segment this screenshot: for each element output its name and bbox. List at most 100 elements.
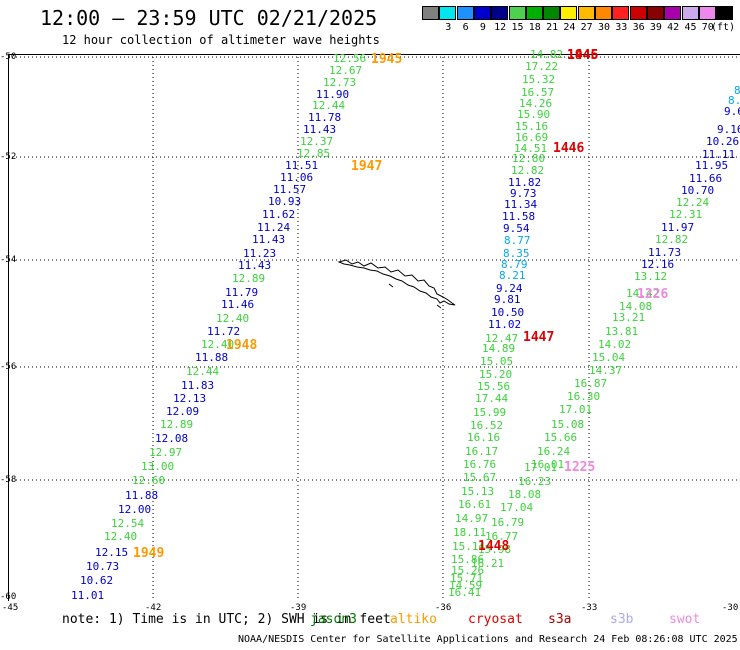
south-georgia-island <box>337 259 456 306</box>
scale-label: 9 <box>479 22 486 33</box>
wave-height-reading: 11.78 <box>308 111 342 124</box>
pass-label: 1226 <box>637 287 669 302</box>
scale-swatch <box>716 6 734 20</box>
wave-height-reading: 11.83 <box>181 379 215 392</box>
wave-height-reading: 12.85 <box>297 147 331 160</box>
scale-swatch <box>473 6 491 20</box>
lon-label: -45 <box>2 603 19 613</box>
wave-height-reading: 16.23 <box>518 475 552 488</box>
wave-height-reading: 10.50 <box>491 306 525 319</box>
wave-height-reading: 10.70 <box>681 184 715 197</box>
wave-height-reading: 11.51 <box>285 159 319 172</box>
wave-height-reading: 11.97 <box>661 221 695 234</box>
lat-label: -58 <box>0 475 17 485</box>
legend-s3b: s3b <box>610 612 634 627</box>
wave-height-reading: 15.99 <box>473 406 507 419</box>
wave-height-reading: 14.59 <box>449 579 483 592</box>
scale-label: 24 <box>563 22 576 33</box>
wave-height-reading: 16.21 <box>471 557 505 570</box>
wave-height-reading: 12.15 <box>95 546 129 559</box>
wave-height-reading: 17.01 <box>559 403 593 416</box>
wave-height-reading: 14.51 <box>514 142 548 155</box>
scale-label: 30 <box>597 22 611 33</box>
wave-height-reading: 15.26 <box>451 564 485 577</box>
wave-height-reading: 11.62 <box>262 208 296 221</box>
wave-height-reading: 16.61 <box>458 498 492 511</box>
legend-jason3: jason3 <box>310 612 357 627</box>
wave-height-reading: 17.44 <box>475 392 509 405</box>
wave-height-reading: 8.79 <box>501 258 528 271</box>
wave-height-reading: 12.60 <box>132 474 166 487</box>
scale-swatch <box>681 6 699 20</box>
wave-height-reading: 15.71 <box>450 572 484 585</box>
wave-height-reading: 15.98 <box>478 543 512 556</box>
wave-height-reading: 9.54 <box>503 222 530 235</box>
wave-height-reading: 11.66 <box>689 172 723 185</box>
wave-height-reading: 13.00 <box>141 460 175 473</box>
wave-height-reading: 8.77 <box>504 234 531 247</box>
scale-label: 12 <box>494 22 507 33</box>
scale-unit-label: (ft) <box>710 22 736 33</box>
wave-height-reading: 11.34 <box>504 198 538 211</box>
wave-height-reading: 12.82 <box>655 233 689 246</box>
wave-height-reading: 11.43 <box>252 233 286 246</box>
wave-height-reading: 15.04 <box>592 351 626 364</box>
wave-height-reading: 11.11 <box>702 148 736 161</box>
wave-height-reading: 15.05 <box>480 355 514 368</box>
lon-label: -30 <box>722 603 739 613</box>
wave-height-reading: 10.93 <box>268 195 302 208</box>
wave-height-reading: 12.82 <box>511 164 545 177</box>
wave-height-reading: 12.47 <box>485 332 519 345</box>
wave-height-reading: 14.97 <box>455 512 489 525</box>
scale-swatch <box>595 6 612 20</box>
wave-height-reading: 17.01 <box>524 461 558 474</box>
wave-height-reading: 11.58 <box>502 210 536 223</box>
pass-label: 1946 <box>567 48 599 63</box>
wave-height-reading: 18.11 <box>453 526 487 539</box>
wave-height-reading: 11.02 <box>488 318 522 331</box>
wave-height-reading: 11.88 <box>195 351 229 364</box>
wave-height-reading: 12.37 <box>300 135 334 148</box>
pass-label: 1945 <box>371 52 403 67</box>
scale-swatch <box>560 6 578 20</box>
graticule <box>8 56 740 600</box>
wave-height-reading: 16.69 <box>515 131 549 144</box>
wave-height-reading: 16.76 <box>463 458 497 471</box>
wave-height-reading: 12.40 <box>201 338 235 351</box>
lon-label: -33 <box>581 603 598 613</box>
pass-label: 1448 <box>478 539 510 554</box>
wave-height-reading: 15.13 <box>461 485 495 498</box>
wave-height-reading: 14.08 <box>619 300 653 313</box>
scale-swatch <box>664 6 682 20</box>
wave-height-reading: 12.73 <box>323 76 357 89</box>
wave-height-reading: 11.73 <box>648 246 682 259</box>
wave-height-reading: 13.81 <box>605 325 639 338</box>
pass-label: 1445 <box>567 48 599 63</box>
wave-height-reading: 10.73 <box>86 560 120 573</box>
scale-swatch <box>508 6 526 20</box>
wave-height-reading: 8. <box>728 94 740 107</box>
wave-height-reading: 15.32 <box>522 73 556 86</box>
wave-height-reading: 16.79 <box>491 516 525 529</box>
south-georgia-fjord <box>388 283 442 309</box>
scale-swatch <box>698 6 716 20</box>
legend-cryosat: cryosat <box>468 612 523 627</box>
wave-height-reading: 9.73 <box>510 187 537 200</box>
wave-height-reading: 10.26 <box>706 135 740 148</box>
wave-height-reading: 13.21 <box>612 311 646 324</box>
wave-height-reading: 12.40 <box>216 312 250 325</box>
wave-height-reading: 9.81 <box>494 293 521 306</box>
legend-swot: swot <box>669 612 701 627</box>
lat-label: -52 <box>0 152 17 162</box>
legend-altiko: altiko <box>390 612 437 627</box>
wave-height-reading: 16.87 <box>574 377 608 390</box>
wave-height-reading: 14.02 <box>598 338 632 351</box>
wave-height-reading: 12.54 <box>111 517 145 530</box>
wave-height-reading: 15.66 <box>544 431 578 444</box>
wave-height-reading: 15.86 <box>451 553 485 566</box>
lat-label: -60 <box>0 592 17 602</box>
wave-height-reading: 17.04 <box>500 501 534 514</box>
scale-swatch <box>577 6 595 20</box>
pass-label: 1446 <box>553 141 585 156</box>
